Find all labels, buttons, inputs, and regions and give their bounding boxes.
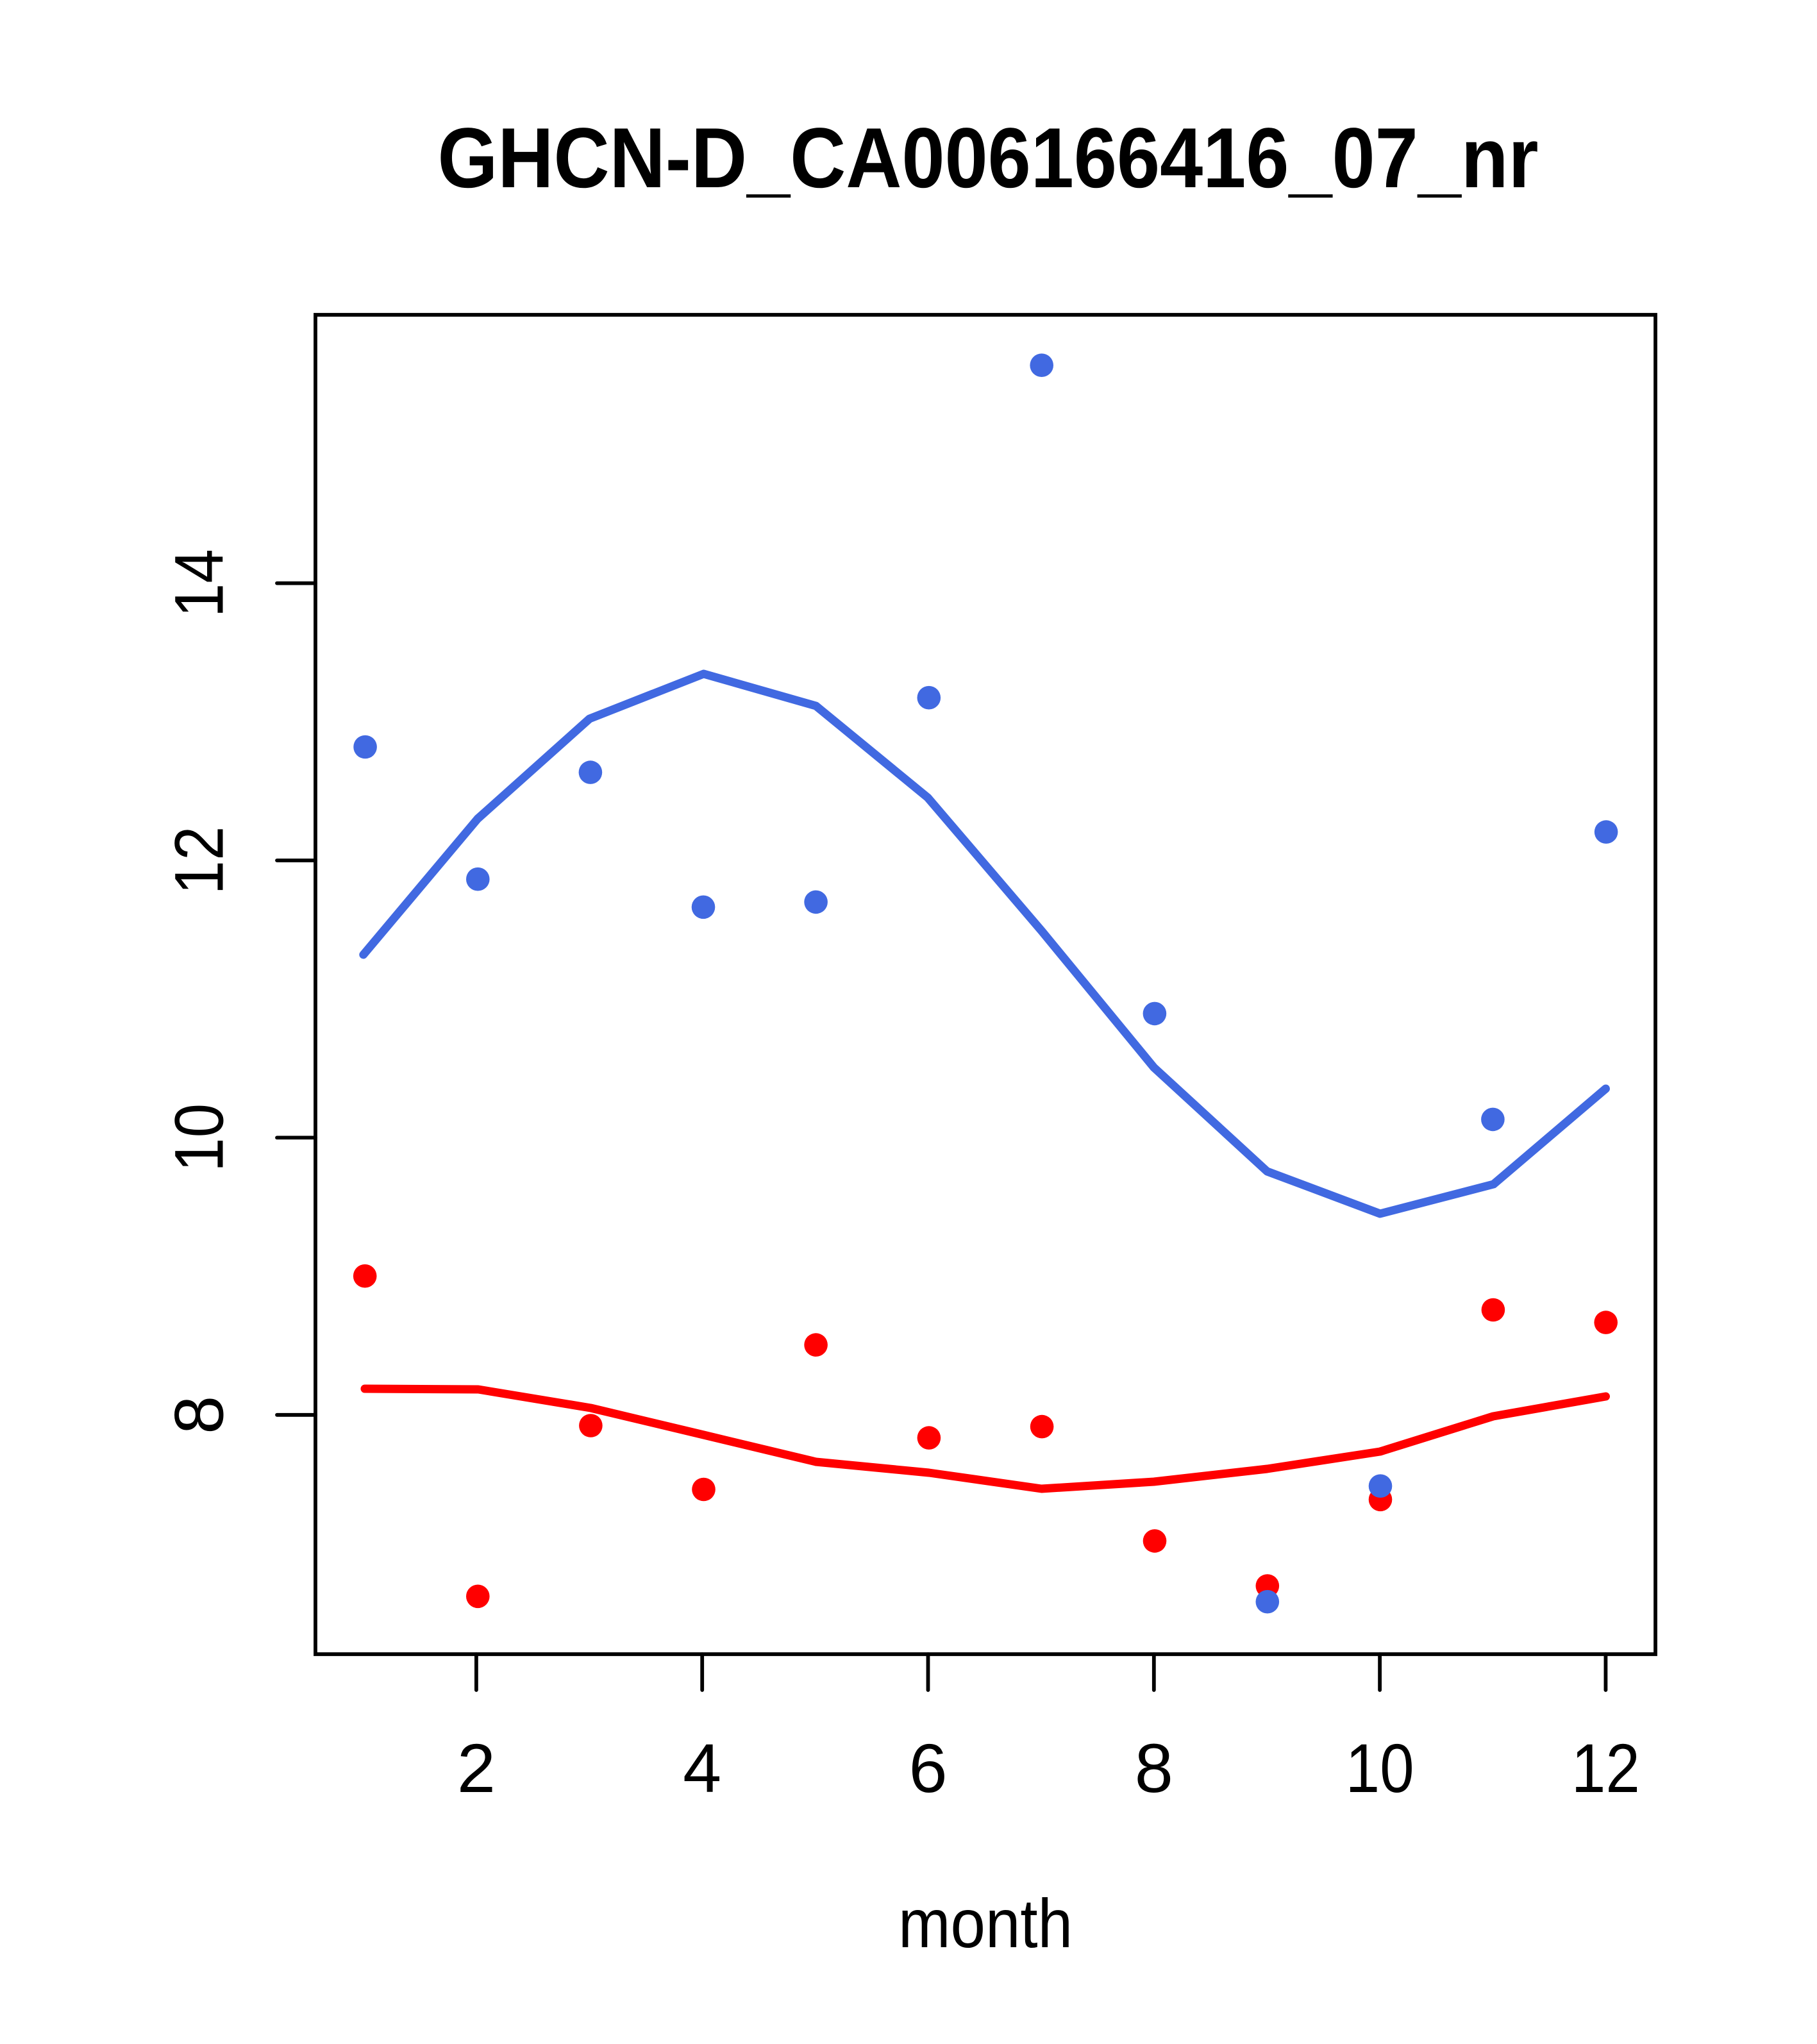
svg-text:GHCN-D_CA006166416_07_nr: GHCN-D_CA006166416_07_nr (438, 111, 1539, 206)
svg-text:8: 8 (1135, 1729, 1173, 1807)
svg-text:14: 14 (160, 549, 238, 617)
svg-text:12: 12 (160, 826, 238, 895)
svg-text:10: 10 (1346, 1729, 1414, 1807)
svg-text:2: 2 (457, 1729, 496, 1807)
svg-text:12: 12 (1571, 1729, 1640, 1807)
svg-text:4: 4 (683, 1729, 721, 1807)
svg-text:10: 10 (160, 1103, 238, 1172)
svg-text:6: 6 (908, 1729, 947, 1807)
svg-text:8: 8 (160, 1396, 238, 1434)
svg-text:month: month (898, 1884, 1073, 1962)
